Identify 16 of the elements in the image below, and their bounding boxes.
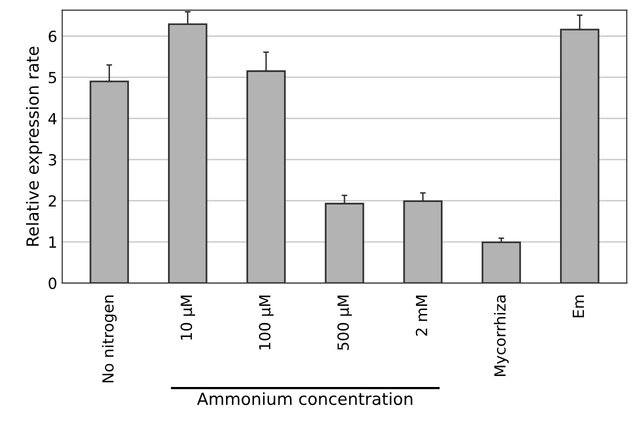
x-tick-label: 10 µM: [180, 296, 196, 340]
y-tick-label: 3: [48, 154, 56, 166]
x-tick-label: 500 µM: [337, 296, 352, 350]
x-tick-label: Mycorrhiza: [494, 296, 509, 376]
y-tick-label: 2: [48, 195, 56, 207]
y-tick-label: 6: [48, 30, 56, 42]
x-tick-label: 100 µM: [258, 296, 274, 350]
y-tick-label: 0: [48, 278, 56, 290]
y-tick-label: 4: [48, 113, 57, 124]
x-tick-label: No nitrogen: [102, 295, 117, 382]
text: Ammonium concentration: [197, 392, 412, 406]
y-tick-label: 1: [49, 236, 56, 248]
x-tick-label: 2 mM: [416, 296, 428, 336]
y-axis-title: Relative expression rate: [26, 46, 42, 246]
y-tick-label: 5: [48, 72, 56, 84]
x-tick-label: Em: [572, 295, 584, 318]
